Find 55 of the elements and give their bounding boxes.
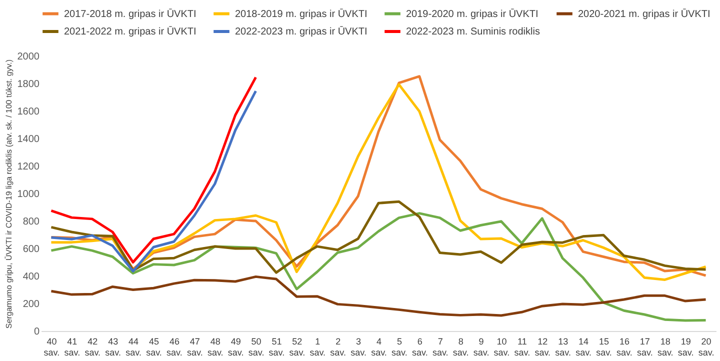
x-tick-label: 44 sav.: [126, 336, 142, 358]
x-tick-label: 19 sav.: [678, 336, 694, 358]
x-tick-label: 7 sav.: [432, 336, 448, 358]
x-tick-label: 14 sav.: [576, 336, 592, 358]
x-tick-label: 43 sav.: [105, 336, 122, 358]
y-tick-label: 800: [22, 216, 40, 228]
line-series: [50, 212, 708, 322]
legend-label: 2021-2022 m. gripas ir ŪVKTI: [64, 26, 196, 38]
line-series: [50, 200, 708, 274]
x-tick-label: 18 sav.: [657, 336, 674, 358]
x-tick-label: 17 sav.: [636, 336, 653, 358]
x-tick-label: 47 sav.: [186, 336, 203, 358]
x-tick-label: 45 sav.: [146, 336, 162, 358]
x-tick-label: 11 sav.: [514, 336, 530, 358]
y-tick-label: 1600: [17, 106, 40, 118]
legend-label: 2017-2018 m. gripas ir ŪVKTI: [64, 8, 196, 20]
x-tick-label: 5 sav.: [392, 336, 408, 358]
x-tick-label: 16 sav.: [616, 336, 632, 358]
legend-label: 2020-2021 m. gripas ir ŪVKTI: [578, 8, 710, 20]
y-tick-label: 200: [22, 299, 40, 310]
x-tick-label: 46 sav.: [166, 336, 182, 358]
x-tick-label: 6 sav.: [412, 336, 428, 358]
x-tick-label: 8 sav.: [452, 336, 469, 358]
y-tick-label: 1800: [17, 79, 40, 90]
x-tick-label: 49 sav.: [228, 336, 244, 358]
y-tick-label: 1200: [17, 162, 40, 172]
x-tick-label: 51 sav.: [268, 336, 285, 358]
legend-label: 2019-2020 m. gripas ir ŪVKTI: [406, 8, 538, 20]
legend-label: 2022-2023 m. Suminis rodiklis: [406, 26, 540, 38]
y-tick-label: 600: [22, 244, 40, 255]
x-tick-label: 52 sav.: [289, 336, 306, 358]
x-tick-label: 12 sav.: [534, 336, 551, 358]
x-tick-label: 40 sav.: [44, 336, 60, 358]
x-tick-label: 48 sav.: [207, 336, 224, 358]
x-tick-label: 42 sav.: [84, 336, 101, 358]
x-tick-label: 50 sav.: [248, 336, 264, 358]
x-tick-label: 10 sav.: [494, 336, 510, 358]
y-tick-label: 2000: [17, 52, 40, 62]
legend-label: 2022-2023 m. gripas ir ŪVKTI: [235, 26, 368, 38]
y-tick-label: 1400: [17, 134, 40, 145]
y-tick-label: 1000: [17, 189, 40, 200]
y-axis-title: Sergamumo gripu, ŪVKTI ir COVID-19 liga rodiklis (atv. sk. / 100 tūkst. gyv.): [4, 59, 14, 329]
x-tick-label: 13 sav.: [555, 336, 572, 358]
legend-label: 2018-2019 m. gripas ir ŪVKTI: [235, 8, 368, 20]
x-tick-label: 20 sav.: [698, 336, 714, 358]
y-tick-label: 400: [22, 272, 40, 282]
x-tick-label: 4 sav.: [371, 336, 387, 358]
y-tick-label: 0: [34, 326, 40, 338]
line-series: [50, 275, 708, 317]
x-tick-label: 3 sav.: [350, 336, 366, 358]
x-tick-label: 9 sav.: [473, 336, 490, 358]
x-tick-label: 41 sav.: [64, 336, 80, 358]
x-tick-label: 2 sav.: [330, 336, 346, 358]
x-tick-label: 1 sav.: [310, 336, 326, 358]
x-tick-label: 15 sav.: [596, 336, 612, 358]
